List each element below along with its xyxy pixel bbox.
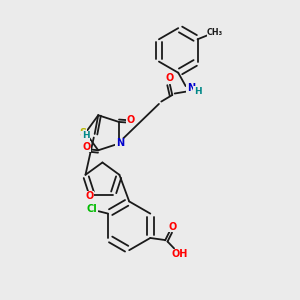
- Text: S: S: [79, 128, 86, 138]
- Text: H: H: [194, 87, 201, 96]
- Text: OH: OH: [171, 249, 188, 259]
- Text: N: N: [116, 138, 124, 148]
- Text: O: O: [165, 73, 173, 83]
- Text: H: H: [82, 131, 89, 140]
- Text: O: O: [85, 191, 94, 201]
- Text: CH₃: CH₃: [207, 28, 223, 37]
- Text: N: N: [187, 83, 195, 94]
- Text: O: O: [127, 115, 135, 125]
- Text: O: O: [82, 142, 91, 152]
- Text: O: O: [169, 222, 177, 232]
- Text: Cl: Cl: [87, 204, 98, 214]
